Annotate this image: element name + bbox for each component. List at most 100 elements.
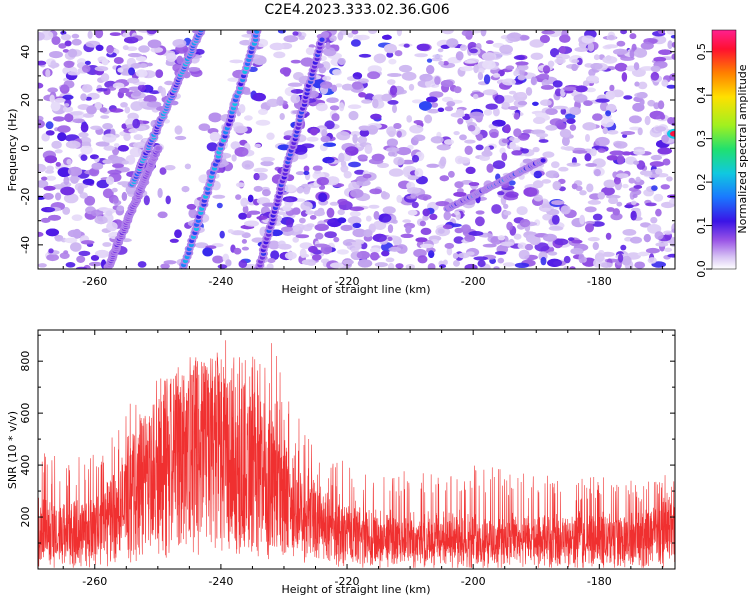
heatmap-cell xyxy=(477,68,485,74)
heatmap-cell xyxy=(556,122,567,130)
heatmap-cell xyxy=(483,109,493,116)
heatmap-cell xyxy=(489,131,499,139)
heatmap-cell xyxy=(609,150,625,156)
heatmap-cell xyxy=(647,257,657,264)
heatmap-cell xyxy=(533,194,543,202)
heatmap-cell xyxy=(430,136,444,144)
heatmap-cell xyxy=(592,242,599,250)
heatmap-cell xyxy=(233,247,242,255)
heatmap-cell xyxy=(352,222,362,229)
heatmap-cell xyxy=(266,263,274,269)
heatmap-cell xyxy=(609,84,615,92)
heatmap-cell xyxy=(595,136,610,147)
heatmap-cell xyxy=(563,146,575,151)
heatmap-cell xyxy=(314,243,328,248)
heatmap-cell xyxy=(260,156,275,162)
heatmap-cell xyxy=(100,73,110,82)
heatmap-cell xyxy=(551,200,565,206)
heatmap-cell xyxy=(292,226,300,232)
heatmap-cell xyxy=(322,75,332,81)
heatmap-cell xyxy=(45,130,55,136)
heatmap-cell xyxy=(657,30,666,35)
heatmap-cell xyxy=(323,47,337,57)
heatmap-cell xyxy=(621,255,632,266)
heatmap-cell xyxy=(622,183,629,189)
heatmap-cell xyxy=(184,163,191,170)
heatmap-cell xyxy=(511,150,523,156)
heatmap-cell xyxy=(396,130,402,138)
heatmap-cell xyxy=(299,217,306,224)
heatmap-cell xyxy=(38,263,47,268)
heatmap-cell xyxy=(513,55,526,60)
heatmap-cell xyxy=(109,32,122,36)
heatmap-cell xyxy=(320,135,331,143)
heatmap-cell xyxy=(640,42,654,50)
heatmap-cell xyxy=(547,258,563,267)
heatmap-cell xyxy=(102,159,113,164)
heatmap-cell xyxy=(106,221,118,232)
heatmap-cell xyxy=(486,40,494,44)
heatmap-cell xyxy=(381,93,393,102)
heatmap-cell xyxy=(326,176,340,186)
heatmap-cell xyxy=(229,59,244,64)
heatmap-cell xyxy=(94,66,109,72)
heatmap-cell xyxy=(67,48,78,58)
heatmap-cell xyxy=(593,54,600,61)
heatmap-cell xyxy=(669,198,675,205)
heatmap-cell xyxy=(518,64,529,71)
heatmap-cell xyxy=(519,219,531,228)
heatmap-cell xyxy=(107,169,122,175)
heatmap-cell xyxy=(340,224,353,232)
heatmap-cell xyxy=(116,205,125,212)
heatmap-cell xyxy=(267,240,281,250)
heatmap-cell xyxy=(45,228,60,237)
heatmap-cell xyxy=(101,58,109,66)
heatmap-cell xyxy=(409,124,424,134)
heatmap-cell xyxy=(362,173,372,179)
heatmap-cell xyxy=(667,253,675,258)
heatmap-cell xyxy=(390,85,398,96)
heatmap-cell xyxy=(526,234,536,243)
heatmap-cell xyxy=(316,177,329,186)
heatmap-cell xyxy=(434,76,441,85)
top-x-tick-label: -220 xyxy=(335,275,360,288)
heatmap-cell xyxy=(588,68,596,77)
heatmap-cell xyxy=(81,84,93,93)
heatmap-cell xyxy=(157,188,163,198)
heatmap-cell xyxy=(650,65,661,73)
heatmap-cell xyxy=(49,94,55,103)
heatmap-cell xyxy=(513,233,522,240)
heatmap-cell xyxy=(650,71,660,81)
heatmap-cell xyxy=(426,163,440,168)
heatmap-cell xyxy=(341,83,354,91)
heatmap-cell xyxy=(370,251,380,261)
top-x-axis-title: Height of straight line (km) xyxy=(281,283,430,296)
heatmap-cell xyxy=(411,99,424,104)
heatmap-cell xyxy=(616,154,625,165)
heatmap-cell xyxy=(330,262,344,269)
heatmap-cell xyxy=(136,56,147,62)
heatmap-cell xyxy=(292,236,300,243)
heatmap-cell xyxy=(253,173,260,181)
heatmap-cell xyxy=(605,110,611,117)
heatmap-cell xyxy=(230,230,245,236)
heatmap-cell xyxy=(540,85,555,90)
heatmap-cell xyxy=(576,57,583,66)
heatmap-cell xyxy=(613,48,628,55)
heatmap-cell xyxy=(491,204,502,214)
heatmap-cell xyxy=(77,185,84,195)
heatmap-cell xyxy=(137,261,147,268)
heatmap-cell xyxy=(373,211,380,220)
heatmap-cell xyxy=(468,231,484,236)
heatmap-cell xyxy=(542,213,552,221)
heatmap-cell xyxy=(89,167,100,177)
heatmap-cell xyxy=(554,58,566,64)
heatmap-cell xyxy=(602,127,608,135)
heatmap-cell xyxy=(660,184,670,190)
heatmap-cell xyxy=(351,81,363,90)
heatmap-cell xyxy=(242,205,249,214)
heatmap-cell xyxy=(558,166,569,172)
heatmap-cell xyxy=(443,139,455,145)
bottom-y-tick-label: 800 xyxy=(19,351,32,372)
heatmap-cell xyxy=(403,43,410,48)
